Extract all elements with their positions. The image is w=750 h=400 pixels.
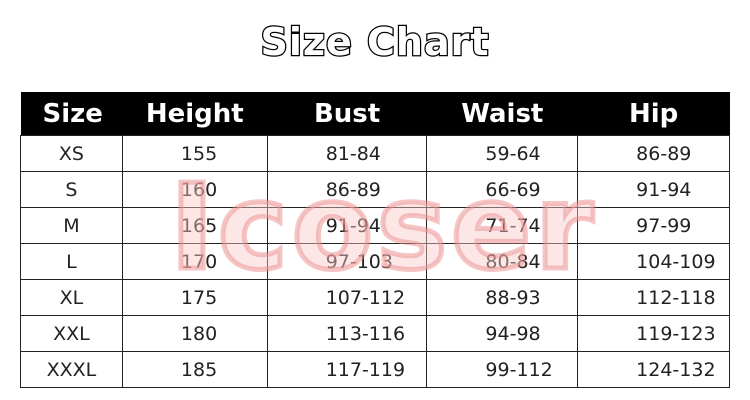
- column-header-hip: Hip: [577, 92, 730, 136]
- cell-height: 170: [121, 243, 268, 280]
- cell-height: 155: [121, 135, 268, 172]
- cell-waist: 80-84: [426, 243, 579, 280]
- table-row: XS 155 81-84 59-64 86-89: [20, 135, 730, 172]
- cell-height: 175: [121, 279, 268, 316]
- cell-waist: 88-93: [426, 279, 579, 316]
- table-row: S 160 86-89 66-69 91-94: [20, 171, 730, 208]
- column-header-size: Size: [20, 92, 123, 136]
- header-row: Size Height Bust Waist Hip: [20, 92, 730, 136]
- cell-height: 185: [121, 351, 268, 388]
- table-row: XXL 180 113-116 94-98 119-123: [20, 315, 730, 352]
- cell-waist: 66-69: [426, 171, 579, 208]
- cell-hip: 124-132: [577, 351, 730, 388]
- cell-bust: 91-94: [266, 207, 428, 244]
- cell-size: XXXL: [20, 351, 123, 388]
- cell-hip: 119-123: [577, 315, 730, 352]
- cell-bust: 113-116: [266, 315, 428, 352]
- cell-size: XL: [20, 279, 123, 316]
- cell-hip: 91-94: [577, 171, 730, 208]
- cell-waist: 99-112: [426, 351, 579, 388]
- cell-hip: 97-99: [577, 207, 730, 244]
- cell-size: S: [20, 171, 123, 208]
- size-table: Size Height Bust Waist Hip XS 155 81-84 59-64 86…: [20, 92, 730, 388]
- cell-bust: 97-103: [266, 243, 428, 280]
- cell-height: 165: [121, 207, 268, 244]
- column-header-waist: Waist: [426, 92, 578, 136]
- cell-height: 180: [121, 315, 268, 352]
- cell-size: M: [20, 207, 123, 244]
- page-title: Size Chart: [259, 19, 490, 66]
- cell-size: L: [20, 243, 123, 280]
- cell-waist: 94-98: [426, 315, 579, 352]
- cell-size: XXL: [20, 315, 123, 352]
- cell-hip: 104-109: [577, 243, 730, 280]
- cell-bust: 86-89: [266, 171, 428, 208]
- cell-hip: 112-118: [577, 279, 730, 316]
- table-row: XL 175 107-112 88-93 112-118: [20, 279, 730, 316]
- table-row: M 165 91-94 71-74 97-99: [20, 207, 730, 244]
- cell-height: 160: [121, 171, 268, 208]
- cell-bust: 81-84: [266, 135, 428, 172]
- cell-bust: 117-119: [266, 351, 428, 388]
- cell-size: XS: [20, 135, 123, 172]
- column-header-bust: Bust: [267, 92, 427, 136]
- table-row: XXXL 185 117-119 99-112 124-132: [20, 351, 730, 388]
- cell-bust: 107-112: [266, 279, 428, 316]
- cell-waist: 71-74: [426, 207, 579, 244]
- cell-hip: 86-89: [577, 135, 730, 172]
- column-header-height: Height: [122, 92, 268, 136]
- cell-waist: 59-64: [426, 135, 579, 172]
- table-row: L 170 97-103 80-84 104-109: [20, 243, 730, 280]
